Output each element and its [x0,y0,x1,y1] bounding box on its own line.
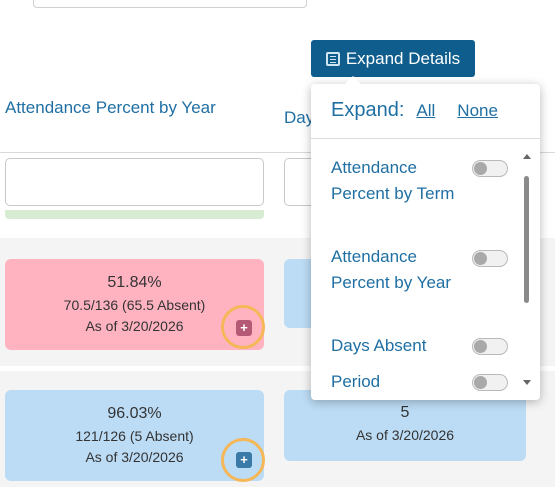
expand-popup-title: Expand: [331,99,405,121]
previous-row-card [5,210,264,219]
expand-details-button[interactable]: Expand Details [311,40,475,77]
header-divider [0,152,555,153]
attendance-card: 51.84% 70.5/136 (65.5 Absent) As of 3/20… [5,259,264,350]
expand-all-link[interactable]: All [416,101,436,120]
filter-input-col1[interactable] [5,158,264,206]
option-label-attendance-percent-by-year: Attendance Percent by Year [331,247,452,292]
toggle-days-absent[interactable] [472,338,508,355]
expand-details-label: Expand Details [345,48,461,68]
highlight-ring [221,305,265,349]
list-icon [325,51,340,66]
toggle-attendance-percent-by-term[interactable] [472,160,508,177]
option-label-period: Period [331,372,381,391]
days-value: 5 [400,404,410,421]
toggle-period[interactable] [472,374,508,391]
as-of-date: As of 3/20/2026 [355,427,455,443]
expand-none-link[interactable]: None [457,101,498,120]
expand-popup-header: Expand: All None [331,99,498,122]
attendance-percent: 51.84% [107,274,162,291]
as-of-date: As of 3/20/2026 [85,318,184,334]
expand-details-popup: Expand: All None Attendance Percent by T… [311,76,540,400]
column-header-attendance-percent-by-year[interactable]: Attendance Percent by Year [5,98,216,117]
scroll-thumb[interactable] [524,176,529,303]
toggle-attendance-percent-by-year[interactable] [472,250,508,267]
scroll-up-arrow-icon[interactable] [523,154,531,159]
days-card: 5 As of 3/20/2026 [284,390,526,461]
attendance-percent: 96.03% [107,405,162,422]
popup-scrollbar[interactable] [523,154,531,390]
column-header-days[interactable]: Day [284,108,315,127]
highlight-ring [221,438,265,482]
popup-divider [311,138,540,139]
search-input[interactable] [33,0,307,8]
scroll-down-arrow-icon[interactable] [523,380,531,385]
option-label-attendance-percent-by-term: Attendance Percent by Term [331,158,455,203]
attendance-detail: 70.5/136 (65.5 Absent) [63,297,206,313]
attendance-detail: 121/126 (5 Absent) [75,428,194,444]
as-of-date: As of 3/20/2026 [85,449,184,465]
option-label-days-absent: Days Absent [331,336,427,355]
attendance-card: 96.03% 121/126 (5 Absent) As of 3/20/202… [5,390,264,481]
